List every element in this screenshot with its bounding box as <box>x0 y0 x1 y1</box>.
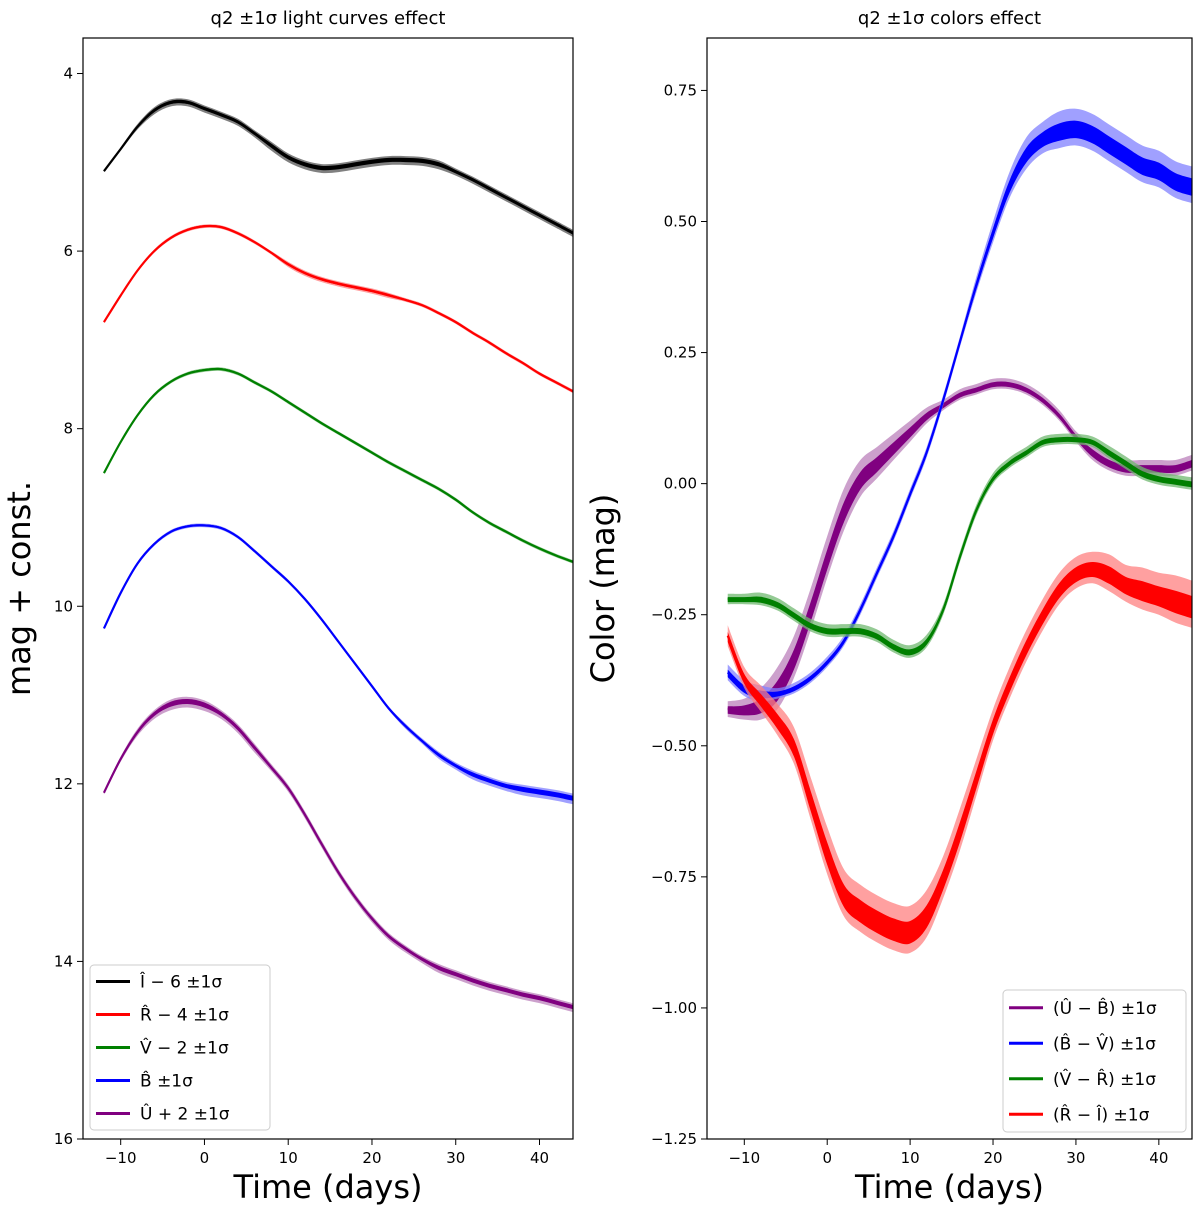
series-line <box>726 125 1192 696</box>
plot-area <box>102 98 573 1013</box>
x-tick-label: 10 <box>279 1149 298 1167</box>
series-r-4-1 <box>103 224 573 394</box>
series-v-r-1 <box>727 433 1192 658</box>
series-b-1 <box>727 378 1192 721</box>
series-line <box>102 367 573 563</box>
series-core-band <box>103 524 573 801</box>
legend-box <box>89 964 271 1131</box>
y-tick-label: 4 <box>63 65 73 83</box>
y-tick-label: −0.75 <box>651 868 697 886</box>
x-tick-label: 20 <box>983 1149 1002 1167</box>
y-tick-label: 0.75 <box>664 81 697 99</box>
x-tick-label: −10 <box>105 1149 137 1167</box>
y-tick-label: 16 <box>54 1130 73 1148</box>
series-core-band <box>727 562 1192 945</box>
axes-frame <box>82 37 574 1140</box>
series-line <box>102 701 573 1009</box>
x-tick-label: 40 <box>530 1149 549 1167</box>
plot-area <box>726 108 1192 954</box>
series-6-1 <box>103 98 573 237</box>
y-tick-label: −0.50 <box>651 737 697 755</box>
legend-label: Î − 6 ±1σ <box>139 971 222 993</box>
chart-title: q2 ±1σ colors effect <box>858 8 1041 29</box>
error-band <box>103 224 573 394</box>
legend: (Û − B̂) ±1σ (B̂ − V̂) ±1σ (V̂ − R̂) ±1σ (R… <box>1002 989 1187 1133</box>
legend-label: (B̂ − V̂) ±1σ <box>1053 1033 1156 1054</box>
y-tick-label: 6 <box>63 242 73 260</box>
legend-entry-v-2-1: V̂ − 2 ±1σ <box>96 1037 229 1059</box>
legend-entry-2-1: Û + 2 ±1σ <box>96 1103 230 1125</box>
y-tick-label: 8 <box>63 420 73 438</box>
legend-entry-r-4-1: R̂ − 4 ±1σ <box>96 1004 229 1026</box>
series-b-v-1 <box>726 108 1192 702</box>
x-tick-label: 20 <box>362 1149 381 1167</box>
y-axis-title: mag + const. <box>0 481 38 696</box>
series-r-1 <box>726 551 1192 954</box>
legend: Î − 6 ±1σ R̂ − 4 ±1σ V̂ − 2 ±1σ B̂ ±1σ Û + 2… <box>89 964 271 1131</box>
legend-entry-b-v-1: (B̂ − V̂) ±1σ <box>1009 1033 1156 1054</box>
x-tick-label: 10 <box>901 1149 920 1167</box>
legend-label: Û + 2 ±1σ <box>140 1103 230 1125</box>
x-axis-title: Time (days) <box>854 1168 1044 1206</box>
y-tick-label: −1.25 <box>651 1130 697 1148</box>
y-tick-label: 14 <box>54 952 73 970</box>
legend-label: R̂ − 4 ±1σ <box>140 1004 229 1025</box>
legend-label: (Û − B̂) ±1σ <box>1053 997 1157 1019</box>
y-axis: 4 6 8 10 12 14 16 <box>54 65 83 1148</box>
x-tick-label: 30 <box>446 1149 465 1167</box>
y-tick-label: −1.00 <box>651 999 697 1017</box>
x-tick-label: −10 <box>728 1149 760 1167</box>
x-axis: −10 0 10 20 30 40 <box>728 1139 1168 1167</box>
y-tick-label: 12 <box>54 775 73 793</box>
legend-label: V̂ − 2 ±1σ <box>140 1037 229 1058</box>
axes-frame <box>706 37 1193 1140</box>
legend-entry-b-1: (Û − B̂) ±1σ <box>1009 997 1157 1019</box>
series-line <box>727 437 1192 653</box>
legend-label: (R̂ − Î) ±1σ <box>1053 1103 1150 1125</box>
y-tick-label: 0.25 <box>664 344 697 362</box>
error-band <box>103 367 573 564</box>
series-line <box>103 100 573 235</box>
legend-label: B̂ ±1σ <box>140 1070 193 1091</box>
series-line <box>103 224 573 393</box>
series-core-band <box>103 698 573 1010</box>
series-v-2-1 <box>102 367 573 564</box>
legend-entry-r-1: (R̂ − Î) ±1σ <box>1009 1103 1150 1125</box>
series-b-1 <box>102 523 573 805</box>
x-axis: −10 0 10 20 30 40 <box>105 1139 549 1167</box>
y-axis: 0.75 0.50 0.25 0.00 −0.25 −0.50 −0.75 −1.00 −1.2… <box>651 81 707 1148</box>
y-tick-label: 10 <box>54 597 73 615</box>
y-tick-label: 0.50 <box>664 213 697 231</box>
error-band <box>727 378 1192 721</box>
x-tick-label: 0 <box>200 1149 210 1167</box>
legend-label: (V̂ − R̂) ±1σ <box>1053 1069 1156 1090</box>
y-tick-label: 0.00 <box>664 475 697 493</box>
x-axis-title: Time (days) <box>233 1168 423 1206</box>
series-core-band <box>103 367 573 563</box>
x-tick-label: 40 <box>1149 1149 1168 1167</box>
colors-panel: −10 0 10 20 30 40 0.75 0.50 0.25 0.00 −0.25 −0.50 −0… <box>584 8 1193 1206</box>
series-core-band <box>103 224 573 393</box>
legend-entry-6-1: Î − 6 ±1σ <box>96 971 222 993</box>
series-line <box>102 524 573 801</box>
error-band <box>103 523 573 805</box>
chart-title: q2 ±1σ light curves effect <box>211 8 446 29</box>
series-line <box>726 566 1192 932</box>
legend-entry-v-r-1: (V̂ − R̂) ±1σ <box>1009 1069 1156 1090</box>
series-2-1 <box>102 696 573 1013</box>
x-tick-label: 30 <box>1066 1149 1085 1167</box>
y-tick-label: −0.25 <box>651 606 697 624</box>
x-tick-label: 0 <box>822 1149 832 1167</box>
light-curves-panel: −10 0 10 20 30 40 4 6 8 10 12 14 16 q2 ±1σ light curv… <box>0 8 574 1206</box>
y-axis-title: Color (mag) <box>584 494 622 684</box>
legend-entry-b-1: B̂ ±1σ <box>96 1070 193 1092</box>
legend-box <box>1002 989 1187 1133</box>
